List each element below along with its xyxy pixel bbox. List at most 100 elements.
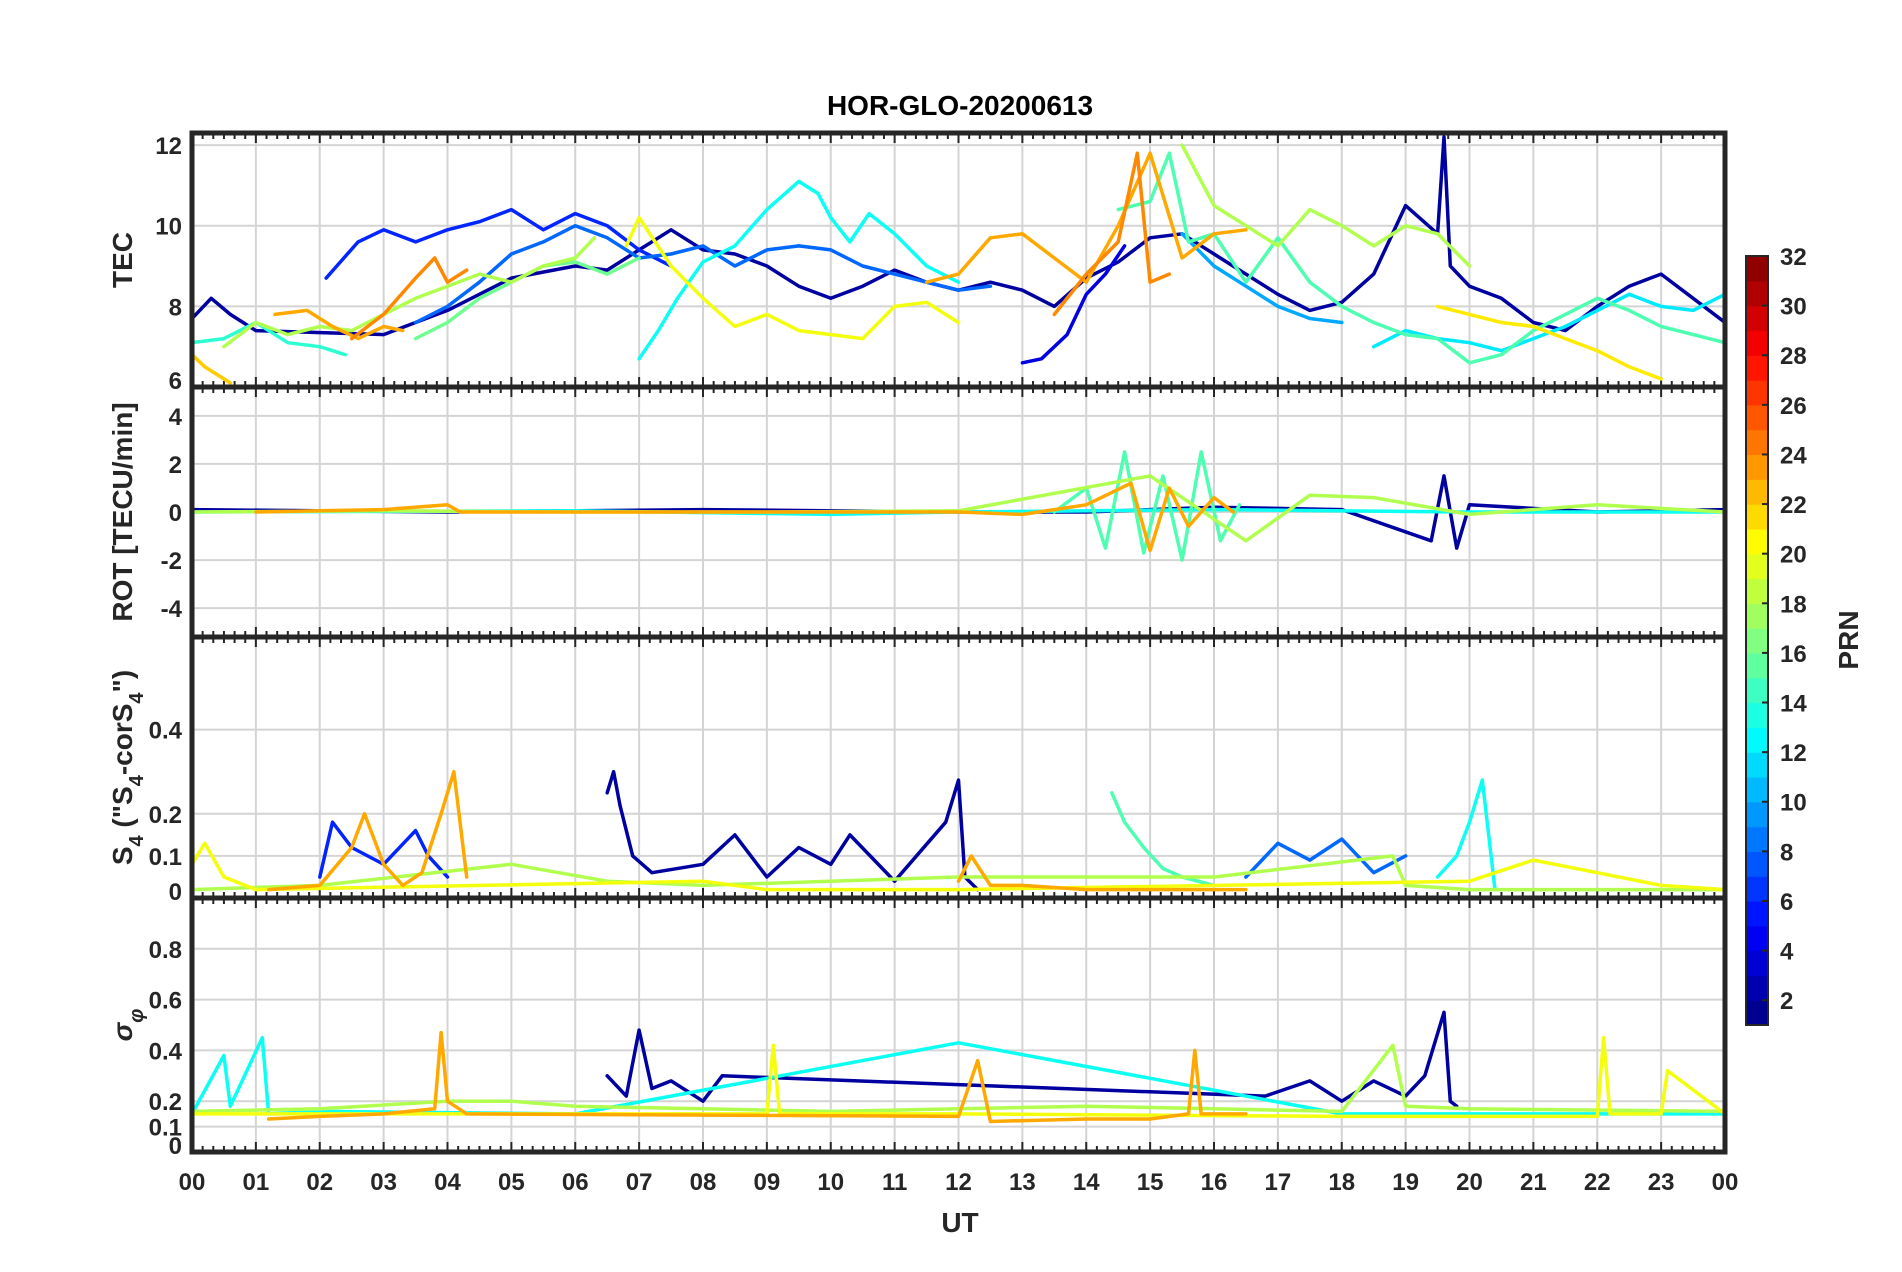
x-tick-label: 12 — [945, 1169, 972, 1196]
series-line-prn-18 — [192, 1043, 1725, 1114]
colorbar-segment — [1746, 256, 1768, 282]
series-line-prn-15 — [1116, 151, 1725, 365]
colorbar-tick-label: 6 — [1780, 889, 1793, 916]
series-group — [192, 1010, 1725, 1124]
x-tick-label: 04 — [434, 1169, 461, 1196]
colorbar-tick-label: 2 — [1780, 988, 1793, 1015]
y-tick-label: 0.8 — [149, 937, 182, 964]
series-line-prn-6 — [324, 207, 673, 280]
colorbar-frame — [1745, 255, 1769, 1026]
series-line-prn-18 — [1180, 143, 1472, 268]
colorbar-tick-label: 4 — [1780, 939, 1794, 966]
colorbar-segment — [1746, 1000, 1768, 1026]
colorbar-tick-label: 14 — [1780, 691, 1807, 718]
x-tick-label: 11 — [882, 1169, 907, 1196]
y-tick-label: 0.1 — [149, 844, 182, 871]
series-line-prn-21 — [1435, 304, 1663, 381]
x-tick-label: 23 — [1648, 1169, 1675, 1196]
colorbar-tick-label: 8 — [1780, 839, 1793, 866]
series-line-prn-23 — [266, 1030, 1248, 1124]
colorbar-segment — [1746, 330, 1768, 356]
colorbar-segment — [1746, 454, 1768, 480]
x-tick-label: 07 — [626, 1169, 653, 1196]
colorbar-segment — [1746, 578, 1768, 604]
y-axis-label-s4: S4 ("S4-corS4") — [107, 670, 148, 865]
y-tick-label: -2 — [161, 548, 182, 575]
panel-frame — [189, 895, 1728, 1155]
y-tick-label: 2 — [169, 452, 182, 479]
colorbar-tick-label: 28 — [1780, 343, 1807, 370]
series-line-prn-13 — [1435, 778, 1497, 892]
colorbar-label: PRN — [1833, 610, 1864, 669]
colorbar-tick-label: 22 — [1780, 492, 1807, 519]
colorbar-segment — [1746, 801, 1768, 828]
y-tick-label: 0 — [169, 879, 182, 906]
series-line-prn-13 — [637, 179, 961, 361]
series-group — [192, 769, 1725, 892]
x-tick-label: 21 — [1520, 1169, 1547, 1196]
series-line-prn-2 — [605, 769, 980, 892]
x-tick-label: 18 — [1328, 1169, 1355, 1196]
series-line-prn-24 — [1052, 151, 1172, 317]
series-line-prn-14 — [192, 320, 348, 357]
x-tick-label: 02 — [306, 1169, 333, 1196]
series-line-prn-20 — [192, 841, 1725, 892]
x-tick-label: 13 — [1009, 1169, 1036, 1196]
y-tick-label: 0.1 — [149, 1115, 182, 1142]
series-line-prn-10 — [1180, 232, 1344, 325]
y-tick-label: 0 — [169, 500, 182, 527]
x-tick-label: 10 — [817, 1169, 844, 1196]
y-tick-label: 10 — [155, 214, 182, 241]
y-axis-label-sigma-phi: σφ — [107, 1009, 148, 1042]
x-tick-label: 05 — [498, 1169, 525, 1196]
series-line-prn-23 — [266, 769, 469, 892]
colorbar-segment — [1746, 900, 1768, 927]
y-tick-label: 0 — [169, 1133, 182, 1160]
colorbar-segment — [1746, 702, 1768, 728]
colorbar-tick-label: 16 — [1780, 641, 1807, 668]
x-tick-label: 01 — [243, 1169, 270, 1196]
colorbar-segment — [1746, 876, 1768, 902]
colorbar-segment — [1746, 553, 1768, 580]
y-tick-label: 12 — [155, 133, 182, 160]
colorbar-tick-label: 30 — [1780, 294, 1807, 321]
series-group — [192, 135, 1725, 385]
y-tick-label: 0.4 — [149, 1038, 183, 1065]
x-tick-label: 16 — [1201, 1169, 1228, 1196]
series-line-prn-8 — [413, 223, 993, 325]
y-axis-label: ROT [TECU/min] — [107, 402, 138, 621]
colorbar-tick-label: 24 — [1780, 442, 1807, 469]
x-tick-label: 20 — [1456, 1169, 1483, 1196]
y-tick-label: 6 — [169, 368, 182, 395]
x-tick-label: 06 — [562, 1169, 589, 1196]
chart-title: HOR-GLO-20200613 — [827, 90, 1093, 121]
colorbar-tick-label: 20 — [1780, 542, 1807, 569]
colorbar-tick-label: 18 — [1780, 591, 1807, 618]
panel-1: 6 8 10 12 TEC — [107, 130, 1728, 395]
colorbar-segment — [1746, 652, 1768, 679]
panel-3: 0 0.1 0.2 0.4S4 ("S4-corS4") — [107, 634, 1728, 906]
series-line-prn-24 — [349, 256, 469, 341]
series-line-prn-23 — [273, 308, 405, 341]
colorbar-segment — [1746, 776, 1768, 803]
colorbar-segment — [1746, 677, 1768, 704]
series-line-prn-23 — [924, 151, 1248, 284]
y-tick-label: -4 — [161, 596, 183, 623]
series-line-prn-2 — [605, 1010, 1459, 1109]
colorbar-segment — [1746, 504, 1768, 530]
colorbar-segment — [1746, 404, 1768, 431]
colorbar-segment — [1746, 628, 1768, 654]
panel-4: 00.10.2 0.4 0.6 0.8 σφ 00 01 02 03 04 05 06 07 08 09 10… — [107, 895, 1738, 1196]
x-tick-label: 22 — [1584, 1169, 1611, 1196]
x-tick-label: 17 — [1265, 1169, 1292, 1196]
series-line-prn-23 — [956, 854, 1248, 892]
colorbar-segment — [1746, 603, 1768, 629]
colorbar-tick-label: 10 — [1780, 790, 1807, 817]
y-tick-label: 0.2 — [149, 1089, 182, 1116]
y-tick-label: 4 — [169, 404, 183, 431]
series-line-prn-23 — [254, 481, 1235, 553]
y-tick-label: 0.4 — [149, 718, 183, 745]
series-line-prn-18 — [222, 236, 597, 349]
